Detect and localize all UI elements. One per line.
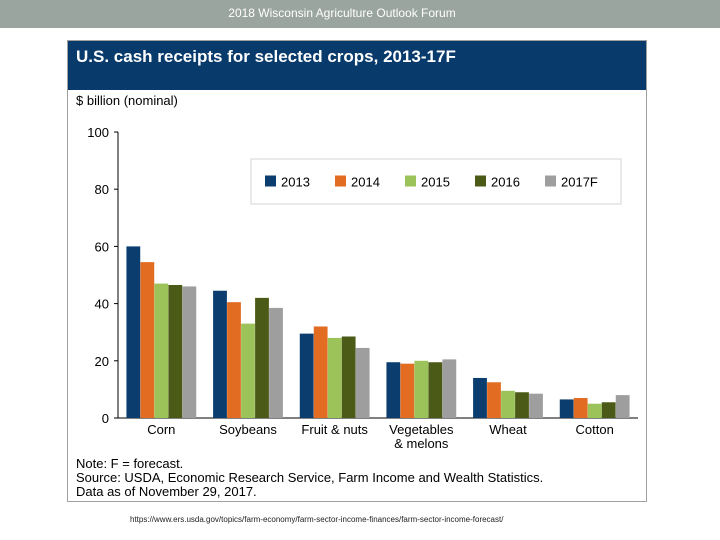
bar-2013 <box>126 246 141 418</box>
legend-swatch-2016 <box>475 175 486 187</box>
bar-2017F <box>269 307 283 418</box>
bar-2017F <box>182 286 197 418</box>
chart-notes: Note: F = forecast. Source: USDA, Econom… <box>76 457 543 499</box>
slide-header-title: 2018 Wisconsin Agriculture Outlook Forum <box>228 6 456 20</box>
y-tick-label: 100 <box>87 125 109 140</box>
bar-2014 <box>227 302 241 418</box>
x-tick-label: Cotton <box>576 422 614 437</box>
x-tick-label: Vegetables & melons <box>389 422 454 451</box>
legend-label-2017F: 2017F <box>561 175 598 190</box>
x-tick-label: Corn <box>147 422 175 437</box>
slide-header-bar: 2018 Wisconsin Agriculture Outlook Forum <box>0 0 720 28</box>
bar-2015 <box>154 283 169 418</box>
legend-label-2016: 2016 <box>491 175 520 190</box>
bar-2015 <box>501 390 515 418</box>
y-tick-label: 20 <box>95 354 109 369</box>
bar-2017F <box>615 395 630 418</box>
y-tick-label: 80 <box>95 182 109 197</box>
source-url: https://www.ers.usda.gov/topics/farm-eco… <box>130 515 504 524</box>
chart-title: U.S. cash receipts for selected crops, 2… <box>76 47 456 66</box>
bar-2014 <box>313 326 328 418</box>
y-tick-label: 60 <box>95 239 109 254</box>
note-source: Source: USDA, Economic Research Service,… <box>76 470 544 485</box>
bar-2016 <box>341 336 356 418</box>
bar-2016 <box>255 297 269 418</box>
bar-2013 <box>473 377 487 418</box>
bar-2015 <box>327 337 342 418</box>
bar-2013 <box>386 362 401 418</box>
legend-swatch-2015 <box>405 175 416 187</box>
y-axis-label: $ billion (nominal) <box>76 93 178 108</box>
bar-2017F <box>442 359 457 418</box>
bar-2014 <box>140 262 155 418</box>
bar-2013 <box>213 290 227 418</box>
chart-frame: U.S. cash receipts for selected crops, 2… <box>67 40 647 502</box>
bar-2016 <box>601 402 616 418</box>
legend-label-2013: 2013 <box>281 175 310 190</box>
x-tick-label: Wheat <box>489 422 527 437</box>
bar-2016 <box>168 285 183 418</box>
note-date: Data as of November 29, 2017. <box>76 484 257 499</box>
bar-2016 <box>515 392 529 418</box>
bar-2017F <box>529 393 543 418</box>
legend-swatch-2014 <box>335 175 346 187</box>
legend-label-2015: 2015 <box>421 175 450 190</box>
bar-2015 <box>241 323 255 418</box>
x-tick-label: Fruit & nuts <box>301 422 368 437</box>
legend-label-2014: 2014 <box>351 175 380 190</box>
bar-2017F <box>355 347 370 418</box>
chart-title-bar: U.S. cash receipts for selected crops, 2… <box>68 41 646 90</box>
note-forecast: Note: F = forecast. <box>76 456 184 471</box>
legend-swatch-2013 <box>265 175 276 187</box>
bar-2014 <box>573 397 588 418</box>
legend-swatch-2017F <box>545 175 556 187</box>
bar-chart: 0 20 40 60 80 100 Corn Soybeans Fruit & nuts Vege… <box>87 125 638 451</box>
y-tick-label: 0 <box>102 411 109 426</box>
bar-2013 <box>299 333 314 418</box>
legend-box <box>250 158 622 205</box>
y-tick-label: 40 <box>95 297 109 312</box>
bar-2015 <box>414 360 429 418</box>
bar-2014 <box>487 382 501 418</box>
x-tick-label: Soybeans <box>219 422 277 437</box>
bar-2015 <box>587 403 602 418</box>
bar-2013 <box>559 399 574 418</box>
bar-2016 <box>428 362 443 418</box>
bar-2014 <box>400 363 415 418</box>
